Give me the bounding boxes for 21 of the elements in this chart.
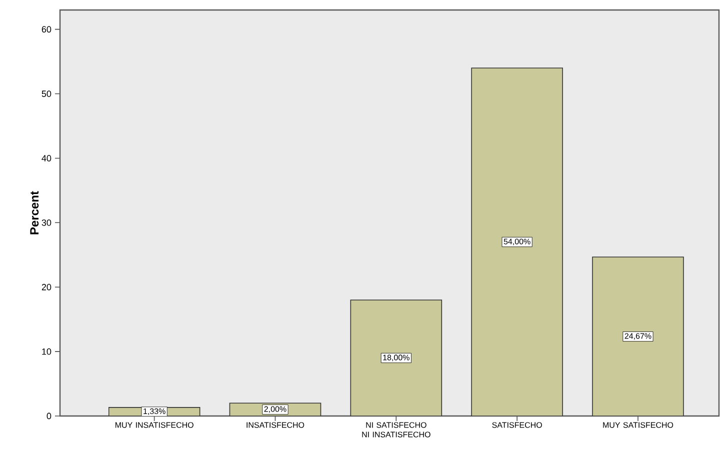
- data-label: 54,00%: [504, 238, 530, 246]
- y-tick-label: 10: [42, 348, 52, 355]
- y-tick-label: 30: [42, 219, 52, 226]
- x-tick-label: MUY SATISFECHO: [603, 422, 674, 428]
- x-tick-label: MUY INSATISFECHO: [115, 422, 194, 428]
- data-label: 1,33%: [144, 408, 166, 415]
- y-tick-label: 0: [46, 412, 52, 420]
- y-tick-label: 40: [42, 155, 52, 162]
- x-tick-label: SATISFECHO: [492, 422, 542, 428]
- x-tick-label: NI SATISFECHO NI INSATISFECHO: [362, 422, 430, 438]
- data-label: 2,00%: [264, 406, 286, 413]
- y-tick-label: 60: [42, 26, 52, 33]
- bar: [350, 300, 442, 416]
- x-tick-label: INSATISFECHO: [246, 422, 304, 428]
- data-label: 18,00%: [383, 354, 410, 362]
- y-tick-label: 50: [42, 90, 52, 97]
- y-axis-title: Percent: [30, 191, 39, 234]
- y-tick-label: 20: [42, 284, 52, 290]
- bar: [592, 256, 684, 416]
- data-label: 24,67%: [624, 333, 652, 340]
- bar: [471, 68, 563, 416]
